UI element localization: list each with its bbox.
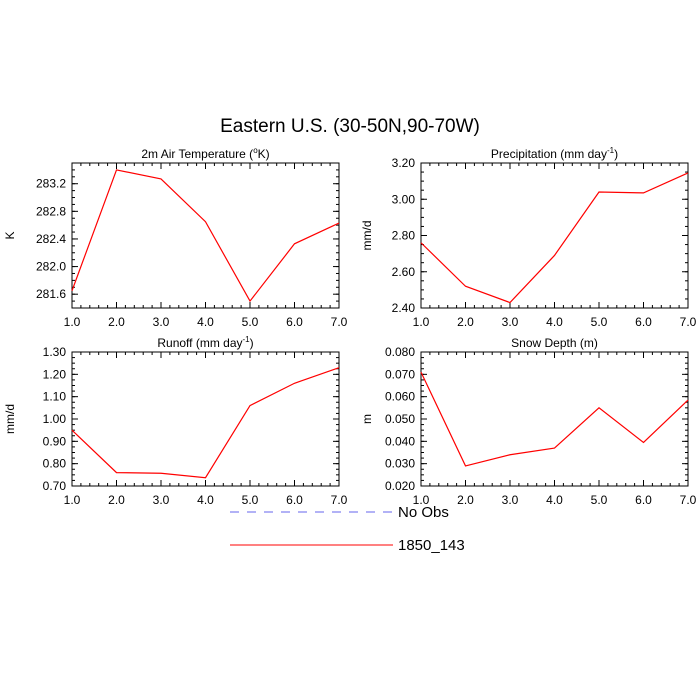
x-tick-label: 3.0 xyxy=(502,493,519,507)
panel-title-superscript: o xyxy=(253,146,258,155)
y-axis-label: K xyxy=(3,231,17,239)
panel-4: Snow Depth (m) m 1.0 2.0 3.0 4.0 5.0 6.0 7.0 0.02… xyxy=(360,336,697,507)
panel-3: Runoff (mm day-1) mm/d 1.0 2.0 3.0 4.0 5.0 6.0 7… xyxy=(3,335,348,507)
y-tick-label: 0.070 xyxy=(385,367,415,381)
panel-title-text-end: ) xyxy=(614,147,618,161)
series-line-1850_143 xyxy=(71,169,340,303)
x-tick-label: 3.0 xyxy=(502,315,519,329)
y-tick-label: 282.4 xyxy=(36,232,66,246)
x-tick-label: 7.0 xyxy=(331,315,348,329)
y-tick-label: 1.20 xyxy=(43,367,67,381)
y-axis-label: mm/d xyxy=(360,221,374,251)
y-tick-label: 1.00 xyxy=(43,412,67,426)
x-tick-label: 7.0 xyxy=(680,315,697,329)
x-tick-label: 7.0 xyxy=(331,493,348,507)
series-line-1850_143 xyxy=(71,367,340,479)
y-tick-label: 3.20 xyxy=(392,156,416,170)
series-line-1850_143 xyxy=(420,371,689,467)
x-tick-label: 5.0 xyxy=(591,493,608,507)
panels: 2m Air Temperature (oK) K 1.0 2.0 3.0 4.0 5.0 6… xyxy=(3,146,697,507)
legend: No Obs 1850_143 xyxy=(230,504,465,554)
series-line-1850_143 xyxy=(420,172,689,304)
y-tick-label: 3.00 xyxy=(392,192,416,206)
panel-title-text-end: ) xyxy=(250,336,254,350)
y-tick-label: 0.050 xyxy=(385,412,415,426)
y-tick-label: 0.030 xyxy=(385,457,415,471)
legend-label-1: No Obs xyxy=(398,504,449,521)
panel-title-text: Runoff (mm day xyxy=(157,336,242,350)
y-tick-label: 0.060 xyxy=(385,390,415,404)
x-tick-label: 6.0 xyxy=(286,493,303,507)
panel-title-text: Precipitation (mm day xyxy=(491,147,607,161)
panel-2: Precipitation (mm day-1) mm/d 1.0 2.0 3.0 4.0… xyxy=(360,146,697,329)
figure-title: Eastern U.S. (30-50N,90-70W) xyxy=(220,116,480,137)
y-tick-label: 282.0 xyxy=(36,260,66,274)
x-tick-label: 5.0 xyxy=(242,493,259,507)
x-tick-label: 2.0 xyxy=(108,493,125,507)
x-tick-label: 6.0 xyxy=(635,315,652,329)
x-tick-label: 2.0 xyxy=(457,315,474,329)
panel-title: 2m Air Temperature (oK) xyxy=(141,146,269,161)
y-tick-label: 283.2 xyxy=(36,177,66,191)
y-tick-label: 2.60 xyxy=(392,265,416,279)
panel-title: Runoff (mm day-1) xyxy=(157,335,253,350)
y-tick-label: 2.80 xyxy=(392,229,416,243)
y-tick-label: 1.30 xyxy=(43,345,67,359)
x-tick-label: 3.0 xyxy=(153,315,170,329)
y-tick-label: 0.080 xyxy=(385,345,415,359)
x-tick-label: 6.0 xyxy=(286,315,303,329)
x-tick-label: 3.0 xyxy=(153,493,170,507)
x-tick-label: 1.0 xyxy=(413,315,430,329)
y-tick-label: 281.6 xyxy=(36,287,66,301)
x-tick-label: 4.0 xyxy=(546,315,563,329)
x-tick-label: 6.0 xyxy=(635,493,652,507)
panel-title-text-end: K) xyxy=(258,147,270,161)
x-tick-label: 7.0 xyxy=(680,493,697,507)
x-tick-label: 1.0 xyxy=(413,493,430,507)
panel-1: 2m Air Temperature (oK) K 1.0 2.0 3.0 4.0 5.0 6… xyxy=(3,146,348,329)
y-tick-label: 0.020 xyxy=(385,479,415,493)
x-tick-label: 4.0 xyxy=(197,315,214,329)
x-tick-label: 4.0 xyxy=(197,493,214,507)
panel-title-superscript: -1 xyxy=(243,335,251,344)
x-tick-label: 4.0 xyxy=(546,493,563,507)
legend-label-2: 1850_143 xyxy=(398,537,465,554)
x-tick-label: 2.0 xyxy=(108,315,125,329)
y-tick-label: 1.10 xyxy=(43,390,67,404)
y-axis-label: mm/d xyxy=(3,404,17,434)
x-tick-label: 1.0 xyxy=(64,315,81,329)
panel-title-text: Snow Depth (m) xyxy=(511,336,598,350)
y-tick-label: 0.70 xyxy=(43,479,67,493)
y-axis-label: m xyxy=(360,414,374,424)
y-tick-label: 0.90 xyxy=(43,434,67,448)
panel-title-superscript: -1 xyxy=(607,146,615,155)
panel-title: Snow Depth (m) xyxy=(511,336,598,350)
y-tick-label: 0.040 xyxy=(385,434,415,448)
x-tick-label: 5.0 xyxy=(242,315,259,329)
y-tick-label: 0.80 xyxy=(43,457,67,471)
x-tick-label: 5.0 xyxy=(591,315,608,329)
x-tick-label: 1.0 xyxy=(64,493,81,507)
x-tick-label: 2.0 xyxy=(457,493,474,507)
y-tick-label: 2.40 xyxy=(392,301,416,315)
panel-title-text: 2m Air Temperature ( xyxy=(141,147,253,161)
y-tick-label: 282.8 xyxy=(36,204,66,218)
panel-title: Precipitation (mm day-1) xyxy=(491,146,618,161)
